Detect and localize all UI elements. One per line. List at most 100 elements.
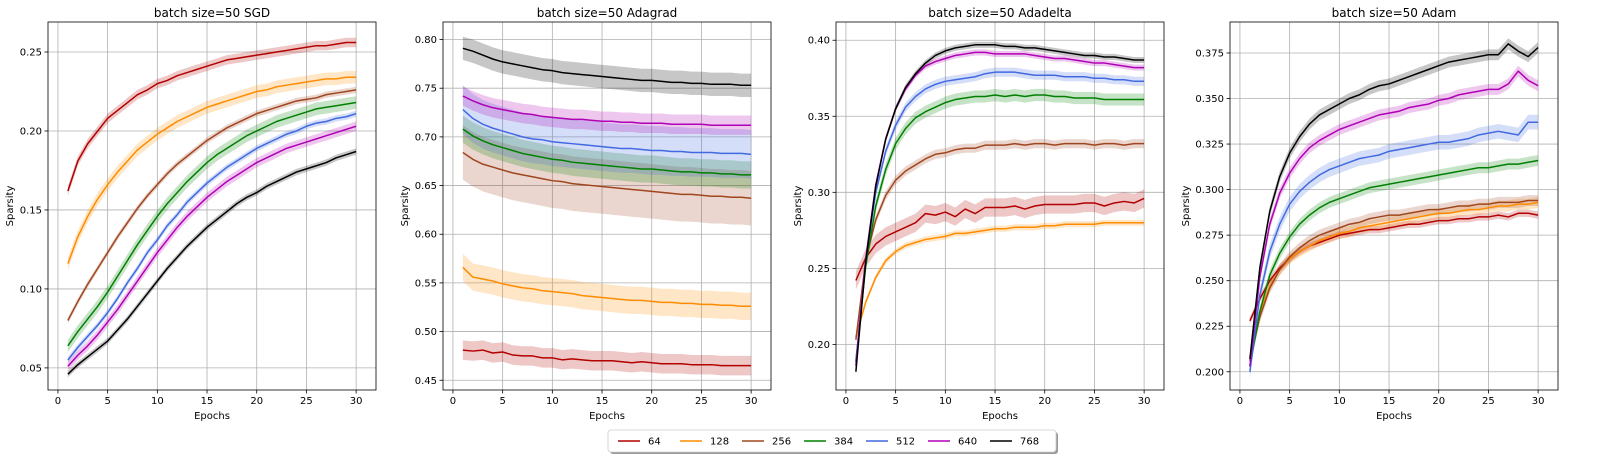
series-line-512 [855,71,1145,363]
series-band-384 [462,115,752,189]
x-tick-label: 20 [250,396,263,407]
series-band-256 [67,86,357,324]
series-line-768 [462,47,752,87]
ticks: 0 5 10 15 20 25 30 0.200 0.225 0.250 0.275 0.300 0.3… [1195,48,1544,407]
x-tick-label: 5 [892,396,898,407]
series-line-64 [462,349,752,367]
series-line-512 [462,109,752,156]
series-band-256 [1249,195,1539,367]
series-band-256 [462,125,752,226]
series-line-256 [67,89,357,321]
y-tick-label: 0.80 [415,35,437,46]
x-tick-label: 15 [201,396,214,407]
x-axis-label: Epochs [589,411,625,422]
series-band-512 [1249,114,1539,380]
series-line-384 [67,101,357,347]
x-tick-label: 15 [989,396,1002,407]
y-tick-label: 0.20 [808,340,830,351]
series-line-256 [1249,199,1539,362]
chart-title: batch size=50 Adam [1332,6,1457,20]
plot-area [1249,38,1539,380]
x-tick-label: 0 [55,396,61,407]
plot-frame [442,21,772,391]
x-tick-label: 15 [1383,396,1396,407]
legend-label-512: 512 [896,437,915,448]
legend-label-128: 128 [710,437,729,448]
x-tick-label: 10 [939,396,952,407]
series-band-384 [1249,154,1539,372]
y-tick-label: 0.55 [415,278,437,289]
y-tick-label: 0.275 [1195,231,1224,242]
y-tick-label: 0.25 [808,264,830,275]
series-line-128 [462,266,752,308]
x-tick-label: 5 [104,396,110,407]
series-band-512 [67,110,357,364]
series-line-384 [462,128,752,176]
x-tick-label: 20 [645,396,658,407]
y-tick-label: 0.70 [415,132,437,143]
series-line-640 [1249,70,1539,367]
series-band-64 [462,340,752,376]
chart-panel-4: 0 5 10 15 20 25 30 0.200 0.225 0.250 0.275 0.300 0.3… [1181,6,1559,422]
series-line-384 [855,94,1145,362]
legend-label-640: 640 [958,437,977,448]
series-band-128 [67,70,357,270]
x-tick-label: 30 [1532,396,1545,407]
gridlines [836,22,1164,390]
y-tick-label: 0.15 [20,205,42,216]
series-line-768 [67,150,357,375]
y-tick-label: 0.20 [20,126,42,137]
y-tick-label: 0.40 [808,36,830,47]
plot-frame [47,21,377,391]
y-tick-label: 0.50 [415,327,437,338]
series-line-512 [67,112,357,361]
chart-title: batch size=50 Adadelta [928,6,1071,20]
series-band-64 [1249,209,1539,325]
x-tick-label: 10 [1333,396,1346,407]
legend-label-256: 256 [772,437,791,448]
legend-label-64: 64 [648,437,661,448]
y-tick-label: 0.200 [1195,367,1224,378]
x-tick-label: 25 [1088,396,1101,407]
series-band-512 [855,67,1145,368]
series-line-64 [855,197,1145,281]
chart-panels: 0 5 10 15 20 25 30 0.05 0.10 0.15 0.20 0.25 batch si… [5,6,1559,422]
ticks: 0 5 10 15 20 25 30 0.20 0.25 0.30 0.35 0.40 [808,36,1151,407]
x-tick-label: 5 [1286,396,1292,407]
series-line-384 [1249,159,1539,367]
x-tick-label: 25 [1482,396,1495,407]
x-axis-label: Epochs [982,411,1018,422]
y-tick-label: 0.65 [415,181,437,192]
legend: 64 128 256 384 512 640 768 [607,429,1058,454]
series-line-512 [1249,121,1539,372]
y-axis-label: Sparsity [1181,186,1192,227]
x-tick-label: 10 [151,396,164,407]
plot-area [855,41,1145,375]
x-tick-label: 15 [596,396,609,407]
x-tick-label: 25 [300,396,313,407]
x-tick-label: 30 [745,396,758,407]
x-axis-label: Epochs [1376,411,1412,422]
y-tick-label: 0.75 [415,84,437,95]
chart-title: batch size=50 Adagrad [537,6,678,20]
y-tick-label: 0.300 [1195,185,1224,196]
series-line-640 [462,95,752,126]
plot-area [67,37,357,378]
x-tick-label: 0 [843,396,849,407]
x-tick-label: 30 [350,396,363,407]
y-tick-label: 0.225 [1195,322,1224,333]
legend-box [607,429,1057,453]
series-line-128 [1249,201,1539,358]
y-tick-label: 0.25 [20,48,42,59]
series-line-64 [67,41,357,192]
y-tick-label: 0.35 [808,112,830,123]
series-line-768 [1249,43,1539,360]
chart-panel-1: 0 5 10 15 20 25 30 0.05 0.10 0.15 0.20 0.25 batch si… [5,6,377,422]
legend-label-384: 384 [834,437,853,448]
chart-title: batch size=50 SGD [154,6,270,20]
series-line-128 [855,221,1145,337]
x-axis-label: Epochs [194,411,230,422]
series-line-256 [462,151,752,199]
x-tick-label: 0 [1237,396,1243,407]
